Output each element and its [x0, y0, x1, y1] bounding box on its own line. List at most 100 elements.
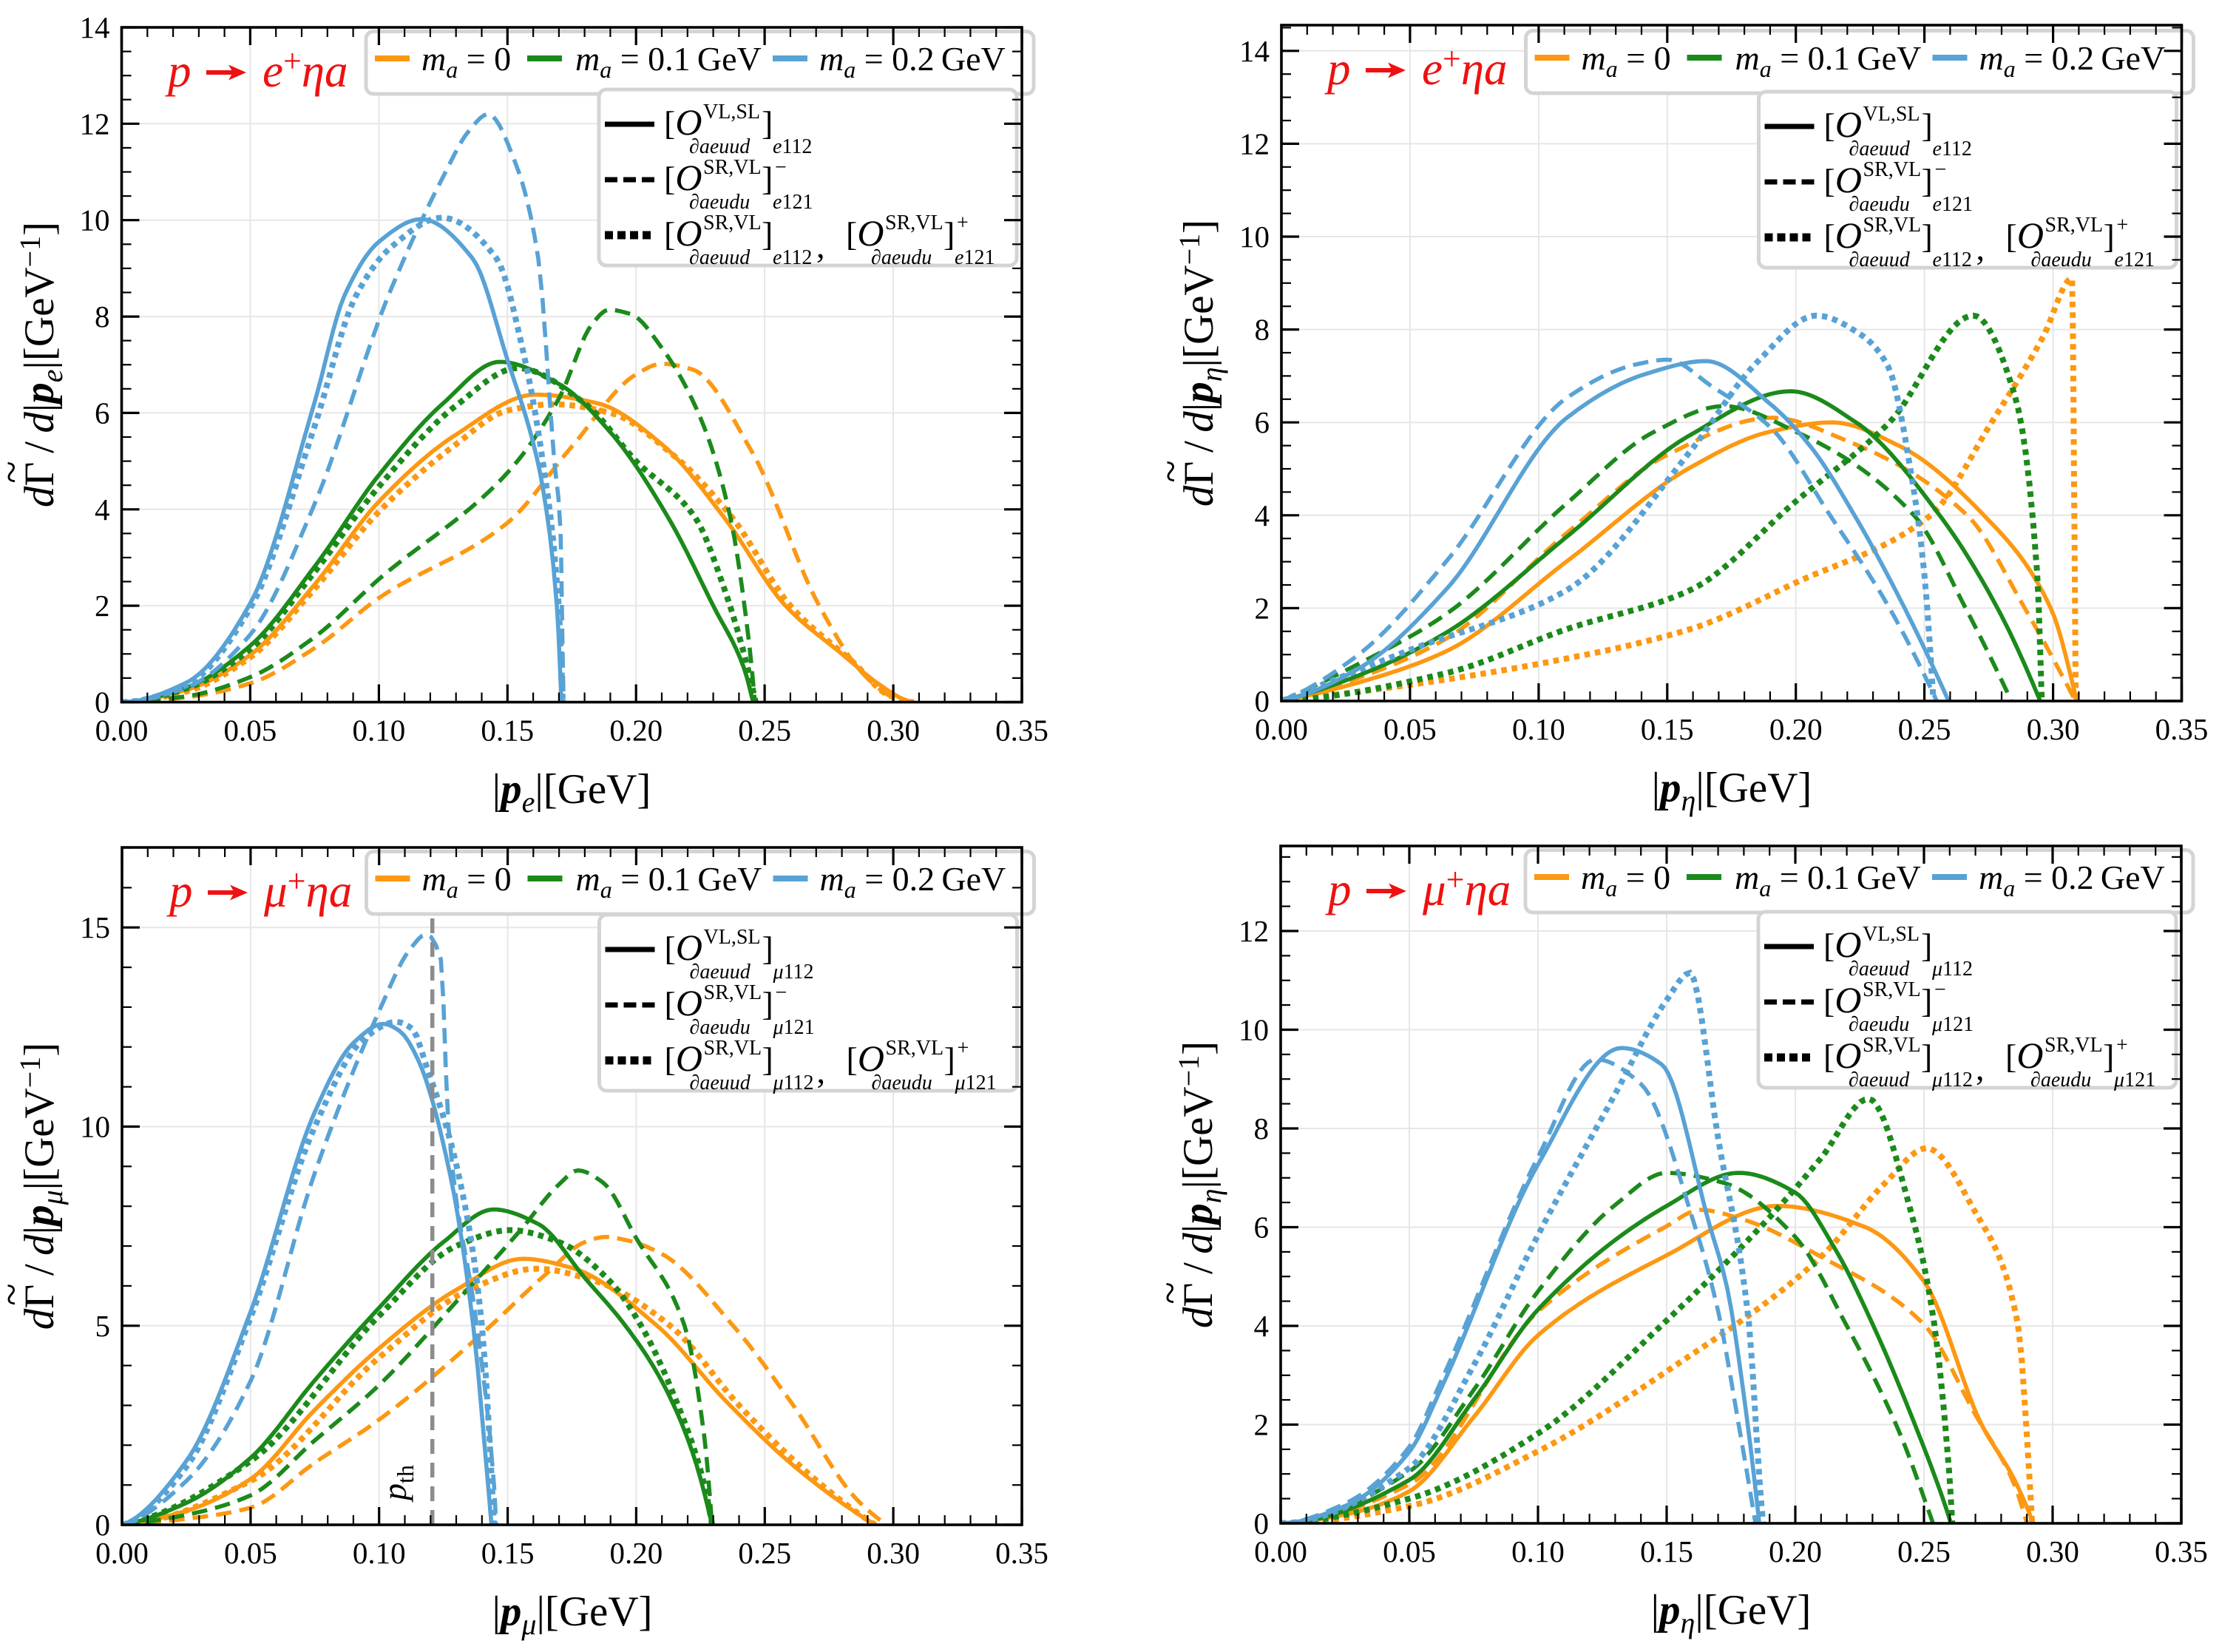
svg-text:,: ,	[1976, 1049, 1985, 1087]
svg-text:SR,VL: SR,VL	[2045, 214, 2104, 237]
svg-text:0.25: 0.25	[738, 1536, 791, 1570]
svg-text:SR,VL: SR,VL	[703, 156, 762, 179]
svg-text:0.30: 0.30	[867, 1536, 920, 1570]
svg-text:SR,VL: SR,VL	[886, 1037, 944, 1060]
svg-text:μ121: μ121	[955, 1072, 997, 1094]
svg-text:SR,VL: SR,VL	[1863, 978, 1921, 1001]
svg-text:∂aeuud: ∂aeuud	[1849, 958, 1910, 981]
svg-text:0.15: 0.15	[1640, 1534, 1693, 1568]
svg-text:]: ]	[1921, 927, 1932, 964]
svg-text:0.05: 0.05	[224, 714, 277, 748]
svg-text:SR,VL: SR,VL	[885, 211, 944, 234]
svg-text:μ+ηa: μ+ηa	[1422, 861, 1511, 915]
svg-text:]: ]	[2104, 217, 2115, 255]
svg-text:0.00: 0.00	[95, 714, 149, 748]
svg-text:]: ]	[762, 930, 773, 967]
svg-text:[O: [O	[1824, 104, 1862, 145]
svg-text:0.25: 0.25	[1898, 712, 1951, 746]
svg-text:0.00: 0.00	[95, 1536, 149, 1570]
svg-text:ma = 0: ma = 0	[1582, 39, 1671, 82]
svg-text:[O: [O	[664, 101, 702, 143]
svg-text:∂aeudu: ∂aeudu	[1849, 193, 1910, 216]
svg-text:0: 0	[95, 1508, 111, 1542]
svg-text:0.00: 0.00	[1254, 1534, 1307, 1568]
svg-text:[O: [O	[2005, 1035, 2043, 1076]
svg-text:ma = 0: ma = 0	[421, 40, 511, 83]
svg-text:ma = 0.2 GeV: ma = 0.2 GeV	[1979, 39, 2166, 82]
svg-text:−: −	[775, 156, 787, 179]
svg-text:]: ]	[762, 985, 773, 1023]
svg-text:SR,VL: SR,VL	[1863, 214, 1922, 237]
svg-text:ma = 0: ma = 0	[422, 860, 512, 903]
svg-text:μ112: μ112	[1931, 958, 1973, 981]
svg-text:SR,VL: SR,VL	[703, 211, 762, 234]
svg-text:SR,VL: SR,VL	[1863, 158, 1922, 181]
svg-text:[O: [O	[1823, 979, 1861, 1020]
svg-text:4: 4	[95, 492, 110, 527]
svg-text:e+ηa: e+ηa	[262, 43, 348, 97]
svg-text:0.10: 0.10	[1511, 1534, 1565, 1568]
svg-text:0.20: 0.20	[1769, 1534, 1822, 1568]
svg-text:e121: e121	[773, 191, 813, 214]
svg-text:∂aeuud: ∂aeuud	[690, 961, 751, 984]
svg-text:+: +	[2117, 214, 2129, 237]
svg-text:0.15: 0.15	[1641, 712, 1694, 746]
svg-text:−: −	[1934, 978, 1946, 1001]
svg-text:12: 12	[80, 106, 110, 141]
svg-text:0.35: 0.35	[995, 714, 1048, 748]
svg-text:0.35: 0.35	[2155, 712, 2209, 746]
svg-text:ma = 0.1 GeV: ma = 0.1 GeV	[575, 40, 762, 83]
svg-text:p: p	[1325, 864, 1352, 915]
svg-text:14: 14	[80, 10, 110, 44]
svg-text:ma = 0.1 GeV: ma = 0.1 GeV	[576, 860, 762, 903]
svg-text:∂aeudu: ∂aeudu	[871, 246, 932, 269]
svg-text:e121: e121	[2115, 248, 2155, 271]
svg-text:∂aeuud: ∂aeuud	[689, 246, 751, 269]
svg-text:8: 8	[1254, 1111, 1270, 1145]
svg-text:+: +	[957, 211, 969, 234]
svg-text:[O: [O	[846, 212, 884, 254]
svg-text:VL,SL: VL,SL	[703, 101, 760, 123]
svg-text:−: −	[1935, 158, 1947, 181]
svg-text:8: 8	[1255, 313, 1270, 347]
svg-text:[O: [O	[847, 1037, 884, 1079]
svg-text:∂aeuud: ∂aeuud	[689, 135, 751, 158]
svg-text:[O: [O	[665, 927, 702, 968]
svg-text:0.10: 0.10	[353, 714, 406, 748]
svg-text:SR,VL: SR,VL	[704, 1037, 762, 1060]
svg-text:ma = 0.2 GeV: ma = 0.2 GeV	[819, 40, 1006, 83]
svg-text:e112: e112	[1933, 138, 1972, 160]
svg-text:μ112: μ112	[773, 1072, 814, 1094]
svg-text:SR,VL: SR,VL	[2044, 1034, 2103, 1057]
svg-text:e112: e112	[773, 135, 812, 158]
svg-text:+: +	[958, 1037, 969, 1060]
svg-text:,: ,	[817, 1052, 826, 1090]
svg-text:10: 10	[1239, 220, 1270, 254]
svg-text:]: ]	[762, 104, 773, 142]
svg-text:e112: e112	[773, 246, 812, 269]
svg-text:p: p	[166, 865, 193, 917]
svg-text:dΓ~ / d|pμ|[GeV−1]: dΓ~ / d|pμ|[GeV−1]	[0, 1043, 69, 1330]
svg-text:[O: [O	[2006, 214, 2044, 256]
svg-text:0.30: 0.30	[867, 714, 920, 748]
svg-text:0.35: 0.35	[2155, 1534, 2208, 1568]
svg-text:8: 8	[95, 299, 110, 334]
svg-text:2: 2	[1254, 1408, 1270, 1442]
svg-text:0.30: 0.30	[2026, 1534, 2079, 1568]
svg-text:dΓ~ / d|pη|[GeV−1]: dΓ~ / d|pη|[GeV−1]	[1148, 1041, 1227, 1328]
svg-text:+: +	[2116, 1034, 2128, 1057]
svg-text:]: ]	[762, 215, 773, 253]
svg-text:14: 14	[1239, 34, 1270, 68]
svg-text:0.30: 0.30	[2027, 712, 2080, 746]
svg-text:2: 2	[95, 589, 110, 623]
svg-text:]: ]	[944, 215, 955, 253]
svg-text:ma = 0.1 GeV: ma = 0.1 GeV	[1735, 39, 1922, 82]
svg-text:0.15: 0.15	[481, 1536, 535, 1570]
svg-text:0.25: 0.25	[738, 714, 791, 748]
svg-text:0.05: 0.05	[224, 1536, 277, 1570]
svg-text:pth: pth	[376, 1465, 419, 1503]
svg-text:2: 2	[1255, 591, 1270, 625]
svg-text:∂aeudu: ∂aeudu	[690, 1016, 751, 1039]
svg-text:[O: [O	[1824, 214, 1862, 256]
svg-text:0.20: 0.20	[609, 714, 663, 748]
